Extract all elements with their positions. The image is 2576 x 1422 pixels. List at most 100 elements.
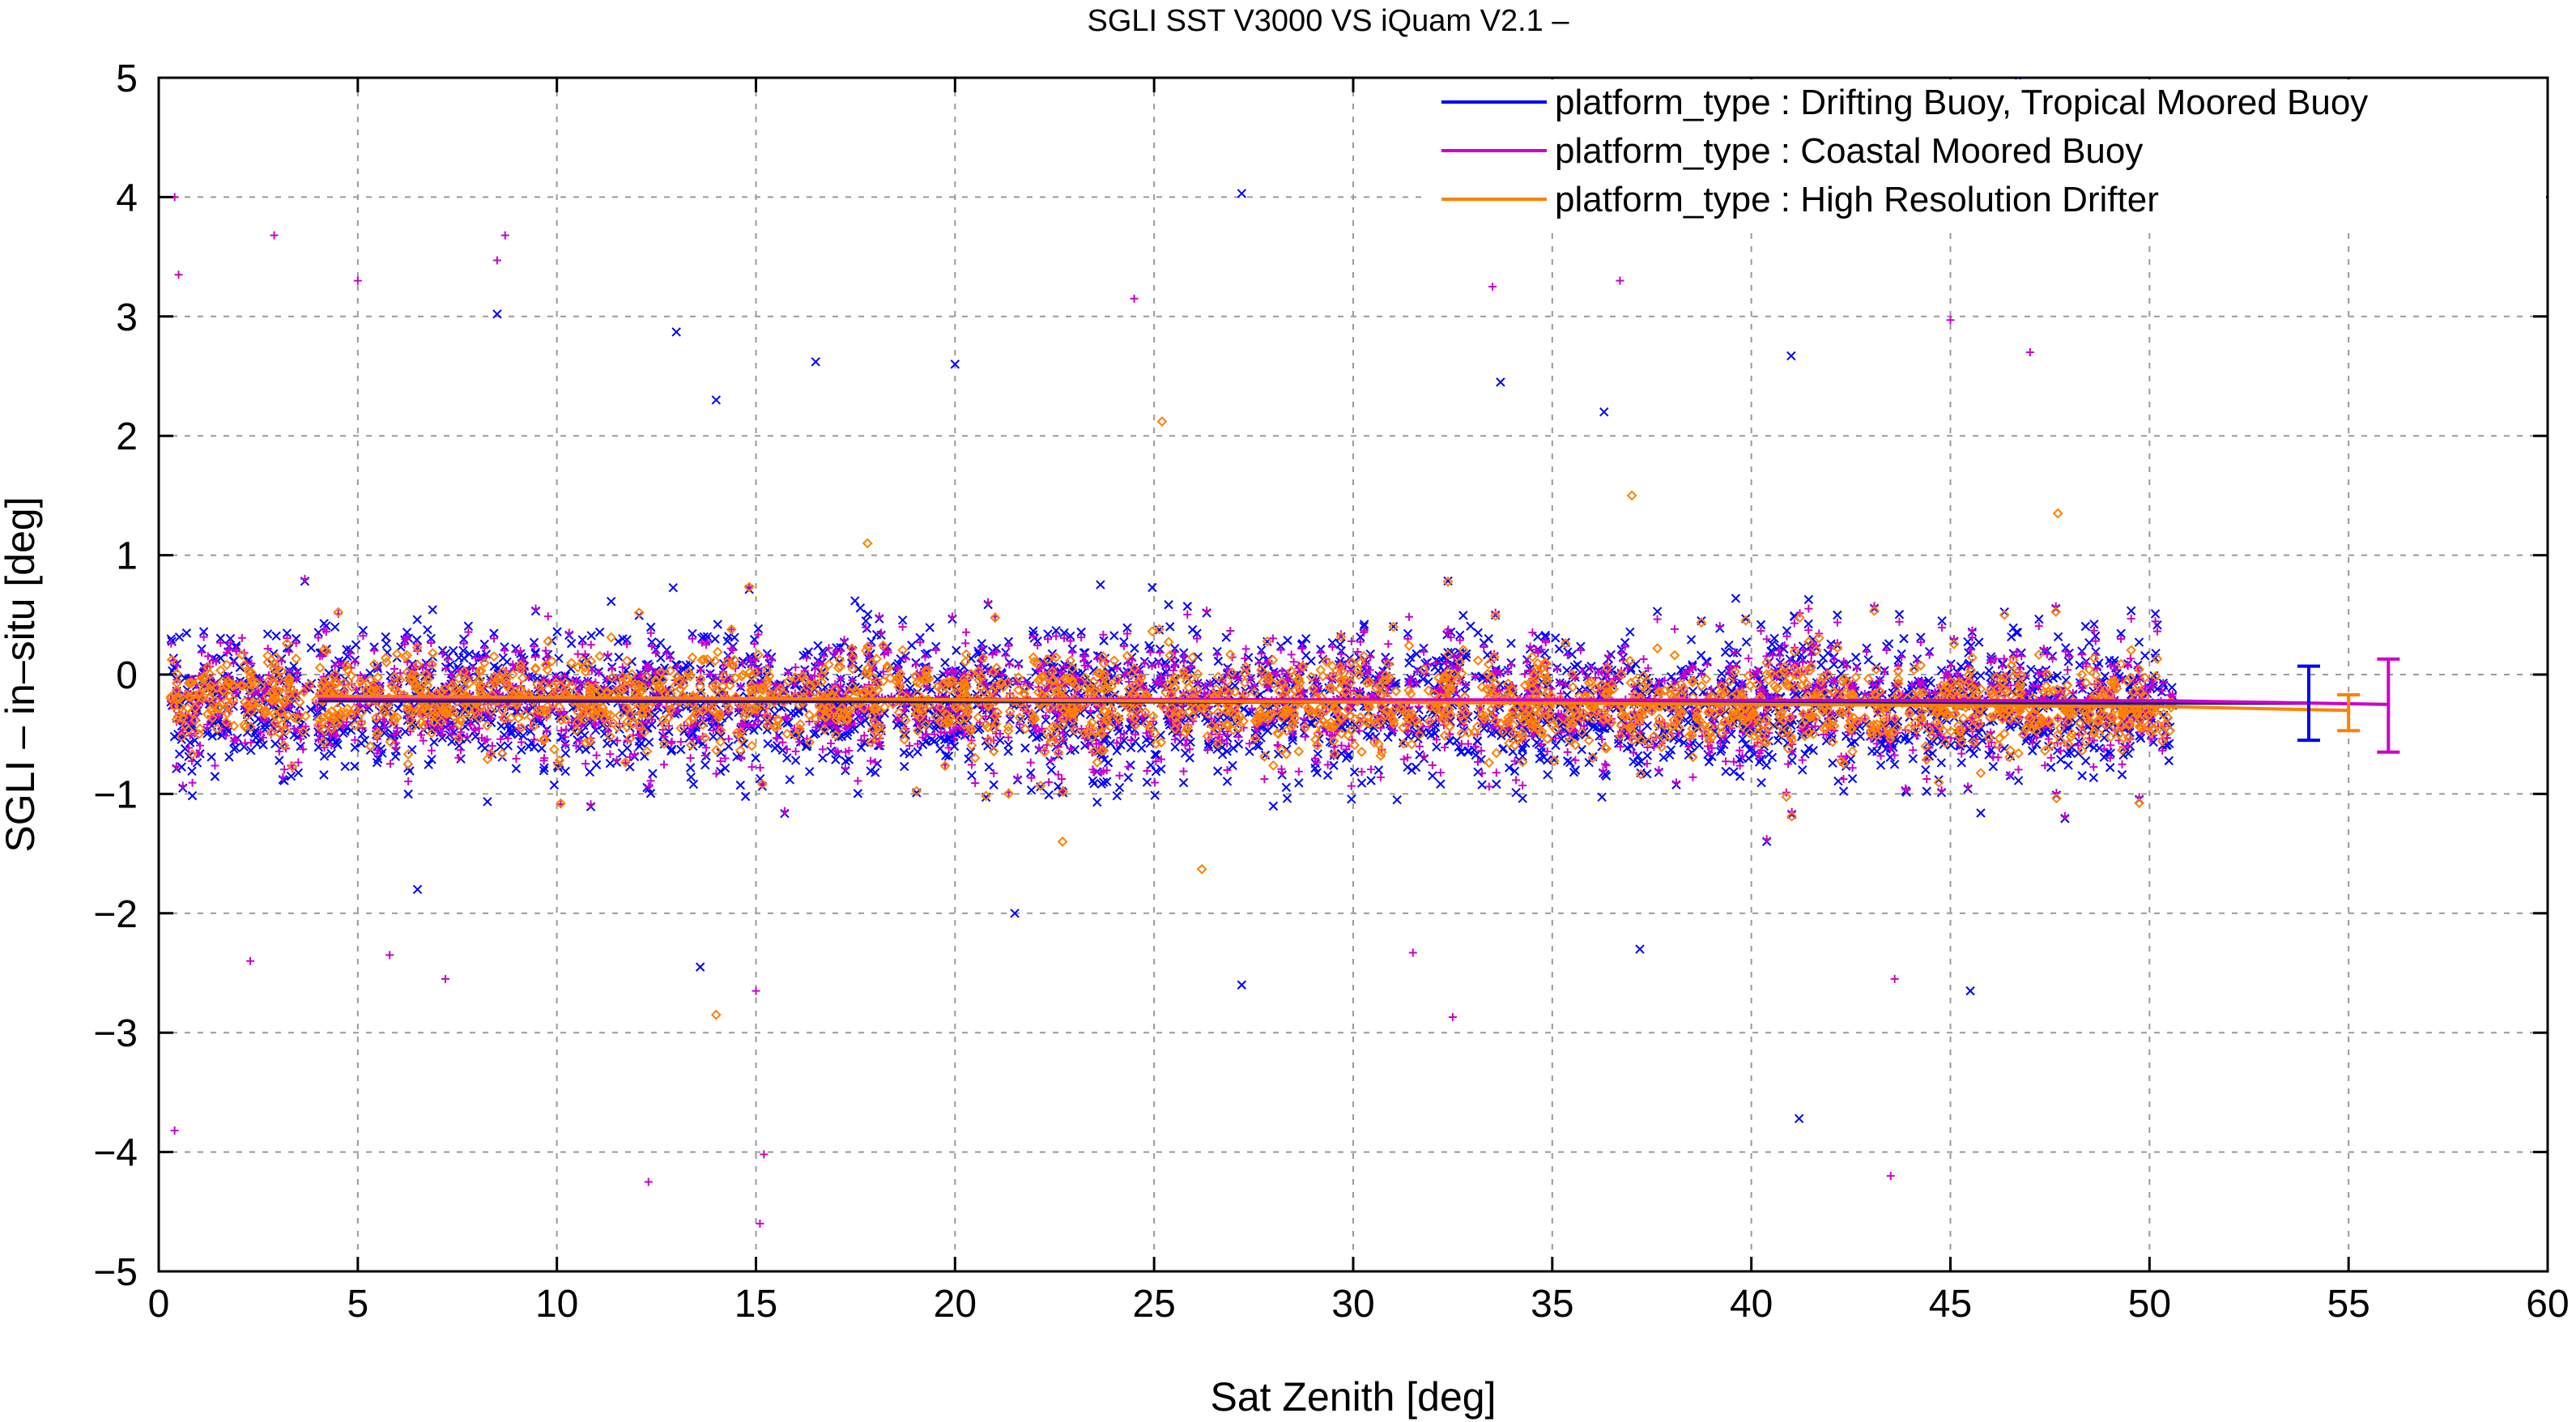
data-point <box>428 605 437 615</box>
data-point <box>1829 659 1839 670</box>
data-point <box>586 631 596 641</box>
data-point <box>1156 764 1166 774</box>
data-point <box>275 756 284 765</box>
data-point <box>952 645 961 655</box>
data-point <box>454 741 464 751</box>
data-point <box>1003 739 1013 750</box>
data-point <box>1893 734 1902 744</box>
data-point <box>1936 758 1947 768</box>
data-point <box>655 638 666 648</box>
data-point <box>207 752 216 762</box>
data-point <box>560 766 570 777</box>
data-point <box>892 720 902 730</box>
data-point <box>850 596 860 606</box>
data-point <box>1721 766 1731 777</box>
data-point <box>943 751 954 761</box>
data-point <box>423 624 432 635</box>
data-point <box>1466 621 1475 631</box>
data-point <box>622 743 632 753</box>
data-point <box>1130 736 1140 747</box>
data-point <box>489 628 499 638</box>
data-point <box>897 615 908 625</box>
data-point <box>319 619 329 628</box>
data-point <box>1046 765 1057 775</box>
data-point <box>1764 749 1773 760</box>
data-point <box>1652 607 1663 616</box>
data-point <box>1597 792 1607 803</box>
data-point <box>1043 629 1053 639</box>
data-point <box>1282 794 1292 803</box>
data-point <box>2028 746 2037 756</box>
data-point <box>1472 736 1483 746</box>
data-point <box>539 766 549 776</box>
data-point <box>463 621 474 631</box>
data-point <box>529 742 539 752</box>
data-point <box>400 726 411 737</box>
data-point <box>1679 738 1689 747</box>
data-point <box>2126 606 2136 616</box>
data-point <box>246 746 256 756</box>
data-point <box>1404 658 1414 668</box>
data-point <box>2167 683 2177 692</box>
data-point <box>854 664 863 674</box>
data-point <box>1221 632 1231 642</box>
data-point <box>424 760 433 769</box>
data-point <box>1273 749 1284 759</box>
data-point <box>1704 756 1714 767</box>
data-point <box>1642 721 1653 730</box>
data-point <box>1803 594 1814 605</box>
data-point <box>777 745 788 756</box>
data-point <box>940 658 950 667</box>
data-point <box>1487 729 1497 739</box>
data-point <box>688 628 697 639</box>
chart-title: SGLI SST V3000 VS iQuam V2.1 – <box>1088 4 1570 38</box>
data-point <box>1847 773 1858 784</box>
data-point <box>700 760 710 770</box>
data-point <box>1674 735 1684 745</box>
data-point <box>1551 633 1561 643</box>
data-point <box>740 791 751 802</box>
data-point <box>1428 771 1437 781</box>
data-point <box>1445 736 1455 746</box>
data-point <box>517 745 526 755</box>
data-point <box>330 622 340 632</box>
data-point <box>644 737 654 747</box>
data-point <box>1239 704 1249 714</box>
data-point <box>646 622 656 632</box>
data-point <box>2080 621 2091 632</box>
data-point <box>1392 795 1402 805</box>
data-point <box>790 756 801 765</box>
data-point <box>861 715 871 726</box>
data-point <box>1245 747 1254 756</box>
data-point <box>305 705 316 714</box>
data-point <box>1731 594 1741 603</box>
data-point <box>1329 760 1339 770</box>
data-point <box>930 736 939 746</box>
data-point <box>1984 666 1994 675</box>
data-point <box>187 790 198 801</box>
data-point <box>577 635 587 645</box>
data-point <box>350 743 360 752</box>
data-point <box>1411 649 1421 659</box>
data-point <box>1492 779 1501 789</box>
data-point <box>907 641 917 650</box>
data-point <box>1051 625 1061 636</box>
data-point <box>1686 635 1697 645</box>
data-point <box>1044 790 1054 800</box>
data-point <box>2063 657 2073 666</box>
data-point <box>871 768 880 777</box>
data-point <box>1974 637 1984 647</box>
data-point <box>1922 786 1931 796</box>
data-point <box>668 582 679 593</box>
data-point <box>1740 739 1751 749</box>
data-point <box>2164 756 2174 766</box>
data-point <box>1899 633 1909 644</box>
data-point <box>192 758 202 768</box>
data-point <box>902 675 912 685</box>
data-point <box>1916 632 1926 642</box>
data-point <box>1059 628 1069 638</box>
data-point <box>1694 740 1705 751</box>
data-point <box>622 635 632 645</box>
data-point <box>831 755 841 764</box>
